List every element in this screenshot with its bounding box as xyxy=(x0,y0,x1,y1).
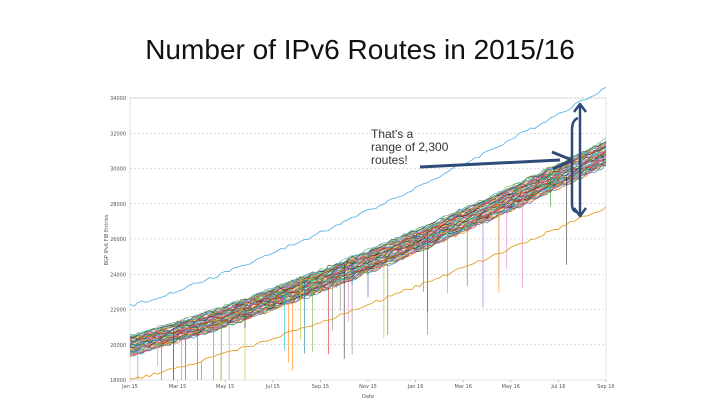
low-series-line xyxy=(129,206,607,380)
annotation-line-1: That's a xyxy=(371,127,414,141)
annotation-line-3: routes! xyxy=(371,153,408,167)
x-tick-label: Jan 16 xyxy=(407,384,424,390)
band-series-line xyxy=(129,163,607,357)
band-series-line xyxy=(129,151,607,347)
band-series-line xyxy=(129,145,607,338)
y-tick-label: 24000 xyxy=(110,272,126,278)
band-series-line xyxy=(129,149,607,345)
y-tick-label: 26000 xyxy=(110,237,126,243)
y-tick-label: 28000 xyxy=(110,202,126,208)
range-arrow xyxy=(419,102,587,218)
annotation-text: That's a range of 2,300 routes! xyxy=(371,127,452,167)
x-tick-label: May 15 xyxy=(216,384,234,390)
x-tick-label: Sep 16 xyxy=(597,384,614,390)
y-axis-label: BGP IPv6 FIB Entries xyxy=(104,214,110,265)
y-tick-label: 18000 xyxy=(110,378,126,384)
band-series-line xyxy=(129,138,607,352)
annotation-line-2: range of 2,300 xyxy=(371,140,449,154)
y-tick-label: 34000 xyxy=(110,96,126,102)
x-tick-label: Jul 16 xyxy=(550,384,565,390)
band-series-line xyxy=(129,141,607,340)
series-layer xyxy=(129,86,607,380)
arrow-shaft xyxy=(419,158,561,169)
upper-series-line xyxy=(129,86,607,307)
x-tick-label: Jan 15 xyxy=(121,384,138,390)
x-tick-label: Mar 15 xyxy=(169,384,186,390)
band-series-line xyxy=(129,142,607,336)
band-series-line xyxy=(129,146,607,380)
bracket-arrow xyxy=(573,102,587,218)
x-axis-label: Date xyxy=(362,394,374,400)
x-tick-label: Nov 15 xyxy=(359,384,377,390)
y-tick-label: 32000 xyxy=(110,131,126,137)
band-series-line xyxy=(129,143,607,340)
y-tick-label: 22000 xyxy=(110,308,126,314)
axis-layer: 18000 20000 22000 24000 26000 28000 30000 32000… xyxy=(110,96,615,390)
x-tick-label: May 16 xyxy=(502,384,520,390)
x-tick-label: Mar 16 xyxy=(455,384,472,390)
slide-title: Number of IPv6 Routes in 2015/16 xyxy=(145,34,575,65)
y-tick-label: 20000 xyxy=(110,343,126,349)
x-tick-label: Jul 15 xyxy=(265,384,280,390)
x-tick-label: Sep 15 xyxy=(312,384,329,390)
band-series-line xyxy=(129,146,607,343)
y-tick-label: 30000 xyxy=(110,167,126,173)
